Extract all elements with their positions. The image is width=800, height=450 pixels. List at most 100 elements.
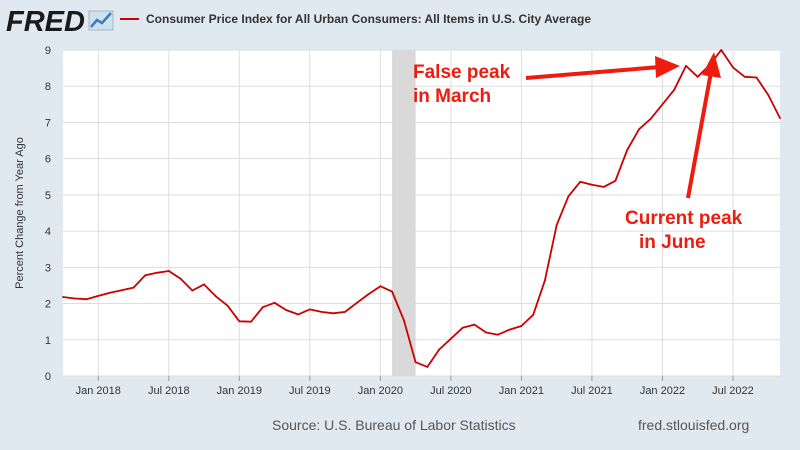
data-point xyxy=(755,76,758,79)
y-tick-label: 9 xyxy=(45,45,51,57)
y-tick-label: 5 xyxy=(45,190,51,202)
annotation-current-peak-line2: in June xyxy=(639,232,706,253)
y-tick-label: 8 xyxy=(45,81,51,93)
data-point xyxy=(720,49,723,51)
x-tick-label: Jan 2020 xyxy=(358,385,403,397)
x-tick-label: Jan 2021 xyxy=(499,385,544,397)
annotation-current-peak: Current peak in June xyxy=(625,208,743,253)
data-point xyxy=(167,270,170,272)
data-point xyxy=(579,180,582,183)
data-point xyxy=(732,66,734,69)
x-tick-label: Jan 2018 xyxy=(76,385,121,397)
data-point xyxy=(520,325,523,327)
data-point xyxy=(661,103,664,106)
data-point xyxy=(85,298,88,301)
data-point xyxy=(297,313,299,316)
x-axis: Jan 2018 Jul 2018 Jan 2019 Jul 2019 Jan 2020… xyxy=(76,376,754,397)
data-point xyxy=(626,149,629,151)
data-point xyxy=(132,286,135,289)
x-tick-label: Jan 2019 xyxy=(217,385,262,397)
y-tick-label: 3 xyxy=(45,262,51,274)
data-point xyxy=(320,310,323,313)
data-point xyxy=(191,289,194,292)
y-tick-label: 4 xyxy=(45,226,51,238)
data-point xyxy=(391,290,394,293)
data-point xyxy=(402,319,405,322)
legend-label: Consumer Price Index for All Urban Consu… xyxy=(146,12,591,26)
data-point xyxy=(73,297,76,300)
y-tick-label: 0 xyxy=(45,371,51,383)
data-point xyxy=(332,312,335,315)
data-point xyxy=(461,326,464,329)
recession-band xyxy=(392,50,416,376)
plot-area xyxy=(63,50,780,376)
data-point xyxy=(485,331,488,334)
data-point xyxy=(602,186,605,188)
x-tick-label: Jul 2021 xyxy=(571,385,613,397)
data-point xyxy=(544,279,546,282)
data-point xyxy=(767,94,770,96)
annotation-current-peak-line1: Current peak xyxy=(625,208,743,229)
data-point xyxy=(555,224,558,226)
recession-shade xyxy=(392,50,416,376)
data-point xyxy=(438,348,441,351)
site-link[interactable]: fred.stlouisfed.org xyxy=(638,417,749,433)
y-tick-label: 7 xyxy=(45,117,51,129)
y-tick-label: 2 xyxy=(45,299,51,311)
grid xyxy=(63,49,780,377)
data-point xyxy=(109,291,111,294)
data-point xyxy=(649,117,652,120)
data-point xyxy=(238,320,241,323)
data-point xyxy=(532,313,535,316)
data-point xyxy=(203,283,205,286)
data-point xyxy=(696,75,699,78)
data-point xyxy=(344,310,346,313)
data-point xyxy=(614,179,617,182)
data-point xyxy=(156,271,158,274)
annotation-false-peak-line1: False peak xyxy=(413,62,511,83)
data-point xyxy=(355,301,358,304)
data-point xyxy=(449,337,452,340)
data-point xyxy=(226,304,229,307)
y-axis: 0 1 2 3 4 5 6 7 8 9 xyxy=(45,45,51,383)
data-point xyxy=(743,75,746,78)
data-point xyxy=(673,88,676,91)
line-chart-icon xyxy=(88,10,114,31)
data-point xyxy=(473,323,476,326)
data-point xyxy=(273,301,276,304)
annotation-false-peak: False peak in March xyxy=(413,62,511,107)
fred-logo[interactable]: FRED xyxy=(6,6,114,38)
data-point xyxy=(120,289,123,292)
source-text: Source: U.S. Bureau of Labor Statistics xyxy=(272,417,516,433)
data-point xyxy=(261,306,264,309)
annotation-arrow-current-peak xyxy=(686,52,721,199)
data-point xyxy=(179,277,182,280)
data-point xyxy=(379,285,382,288)
data-point xyxy=(414,361,417,364)
data-point xyxy=(567,195,570,198)
data-point xyxy=(426,366,429,368)
fred-logo-text: FRED xyxy=(6,6,85,38)
y-tick-label: 6 xyxy=(45,154,51,166)
data-point xyxy=(308,308,311,311)
data-point xyxy=(62,296,64,298)
data-point xyxy=(214,295,217,298)
x-tick-label: Jul 2020 xyxy=(430,385,472,397)
data-point xyxy=(367,293,370,296)
data-point xyxy=(508,328,511,331)
x-tick-label: Jul 2022 xyxy=(712,385,754,397)
series-line xyxy=(62,49,781,368)
y-axis-title: Percent Change from Year Ago xyxy=(14,137,26,289)
x-tick-label: Jul 2018 xyxy=(148,385,190,397)
data-point xyxy=(638,128,640,131)
legend: Consumer Price Index for All Urban Consu… xyxy=(120,12,591,26)
annotation-false-peak-line2: in March xyxy=(413,86,491,107)
data-point xyxy=(250,320,252,323)
x-tick-label: Jul 2019 xyxy=(289,385,331,397)
y-tick-label: 1 xyxy=(45,335,51,347)
data-point xyxy=(685,65,687,67)
annotation-arrow-false-peak xyxy=(525,56,680,80)
data-point xyxy=(144,274,147,277)
series-line-0 xyxy=(62,49,781,368)
